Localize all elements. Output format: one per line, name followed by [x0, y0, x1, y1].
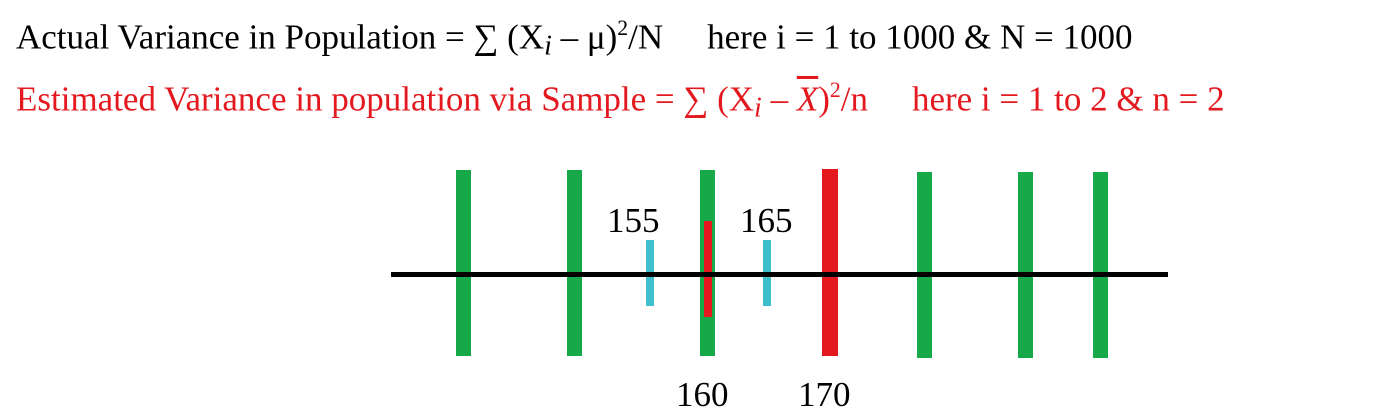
actual-formula-tail: /N	[628, 17, 664, 57]
estimated-formula-range: here i = 1 to 2 & n = 2	[911, 79, 1225, 119]
estimated-variance-formula: Estimated Variance in population via Sam…	[16, 78, 1225, 124]
sample-mark-170	[822, 169, 838, 356]
sample-mean-symbol: X	[796, 79, 819, 119]
estimated-formula-tail: /n	[840, 79, 868, 119]
population-mark	[1093, 172, 1108, 358]
actual-formula-mid: – μ)	[551, 17, 618, 57]
actual-formula-subscript: i	[544, 30, 552, 62]
actual-formula-range: here i = 1 to 1000 & N = 1000	[707, 17, 1133, 57]
estimated-formula-lead: Estimated Variance in population via Sam…	[16, 79, 755, 119]
label-165: 165	[740, 201, 793, 240]
number-line-axis	[391, 272, 1168, 277]
label-160: 160	[676, 375, 729, 414]
estimated-formula-close: )	[818, 79, 830, 119]
label-170: 170	[798, 375, 851, 414]
actual-formula-lead: Actual Variance in Population = ∑ (X	[16, 17, 545, 57]
actual-formula-exponent: 2	[617, 16, 629, 40]
actual-variance-formula: Actual Variance in Population = ∑ (Xi – …	[16, 16, 1133, 62]
population-mark	[456, 170, 471, 356]
population-mark	[567, 170, 582, 356]
estimated-formula-subscript: i	[754, 92, 762, 124]
estimated-formula-exponent: 2	[829, 78, 841, 102]
sample-mark-160	[704, 221, 712, 317]
estimated-formula-mid: –	[761, 79, 797, 119]
population-mark	[917, 172, 932, 358]
population-mark	[1018, 172, 1033, 358]
label-155: 155	[607, 201, 660, 240]
